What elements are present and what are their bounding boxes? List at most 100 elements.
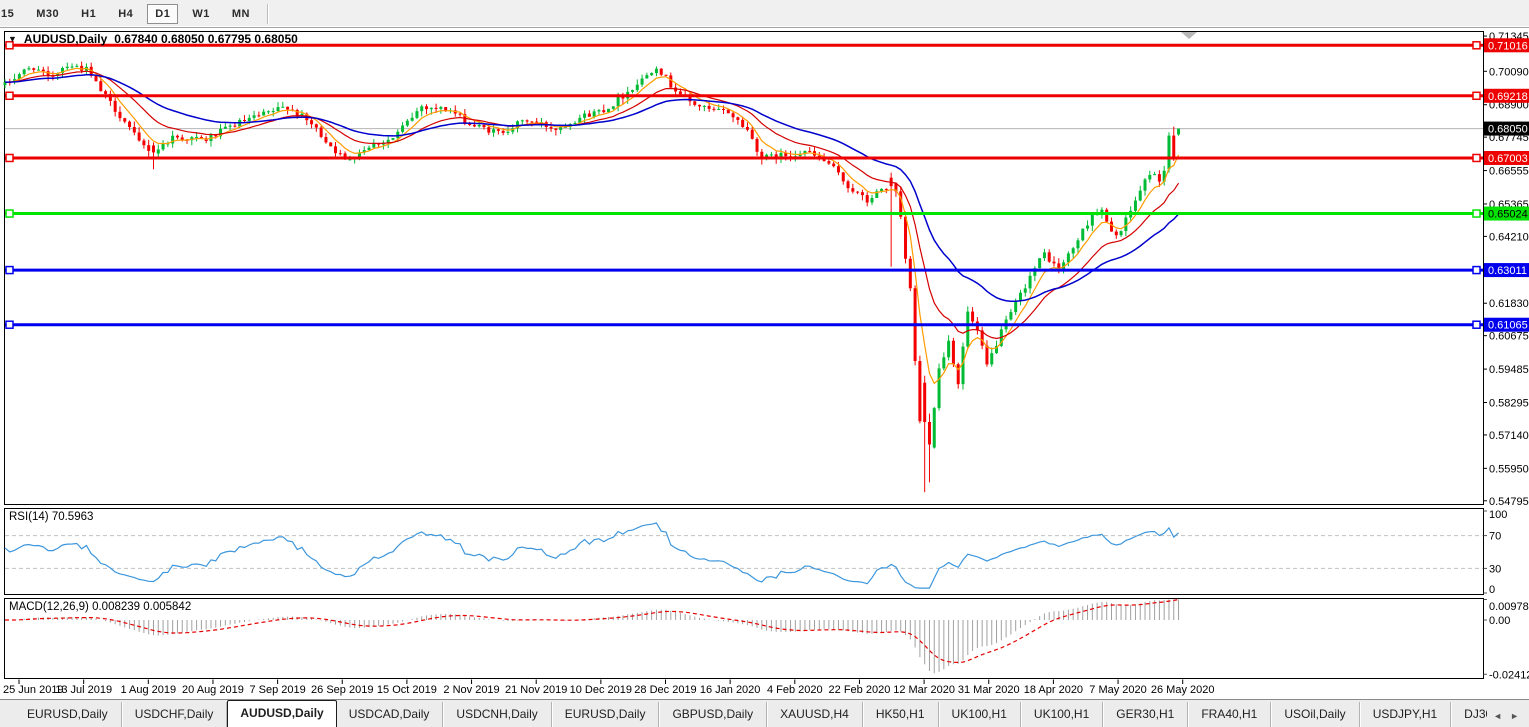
hline-handle[interactable] [1472,320,1481,329]
svg-text:7 May 2020: 7 May 2020 [1089,684,1146,696]
tab-usdcad-daily[interactable]: USDCAD,Daily [336,702,444,727]
hline-handle[interactable] [5,153,14,163]
timeframe-button-d1[interactable]: D1 [147,3,179,24]
svg-text:0.00: 0.00 [1489,615,1510,627]
svg-text:70: 70 [1489,531,1501,543]
tab-usoil-daily[interactable]: USOil,Daily [1271,702,1360,727]
hline-handle[interactable] [1472,41,1481,50]
chart-ohlc-values: 0.67840 0.68050 0.67795 0.68050 [114,32,298,46]
tab-ger30-h1[interactable]: GER30,H1 [1103,702,1189,727]
svg-text:2 Nov 2019: 2 Nov 2019 [443,684,499,696]
svg-text:22 Feb 2020: 22 Feb 2020 [829,684,891,696]
tab-audusd-daily[interactable]: AUDUSD,Daily [227,700,337,727]
tab-eurusd-daily[interactable]: EURUSD,Daily [14,702,122,727]
svg-text:12 Mar 2020: 12 Mar 2020 [893,684,955,696]
svg-text:20 Aug 2019: 20 Aug 2019 [182,684,244,696]
svg-text:0.64210: 0.64210 [1489,231,1529,243]
hline-handle[interactable] [5,209,14,218]
tab-usdchf-daily[interactable]: USDCHF,Daily [122,702,228,727]
hline-handle[interactable] [1472,265,1481,275]
rsi-pane: 100 70 30 0 [4,509,1507,596]
hline-handle[interactable] [1472,209,1481,218]
current-price-badge[interactable]: 0.68050 [1484,121,1529,136]
tab-hk50-h1[interactable]: HK50,H1 [863,702,939,727]
tab-uk100-h1[interactable]: UK100,H1 [1021,702,1104,727]
svg-text:7 Sep 2019: 7 Sep 2019 [249,684,305,696]
tab-gbpusd-daily[interactable]: GBPUSD,Daily [659,702,768,727]
timeframe-button-mn[interactable]: MN [231,7,250,20]
tab-uk100-h1[interactable]: UK100,H1 [939,702,1021,727]
svg-text:30: 30 [1489,563,1501,575]
timeframe-button-h1[interactable]: H1 [81,7,97,20]
autoscroll-marker-icon[interactable] [1181,32,1197,39]
timeframe-button-h4[interactable]: H4 [118,7,134,20]
tab-dj30-h1[interactable]: DJ30,H1 [1451,702,1487,727]
hline-handle[interactable] [5,320,14,329]
chart-dropdown-icon[interactable]: ▼ [8,34,17,44]
hline-handle[interactable] [5,265,14,275]
svg-text:0.59485: 0.59485 [1489,364,1529,376]
svg-text:0.68050: 0.68050 [1488,124,1528,136]
chart-symbol-label: AUDUSD,Daily [23,32,108,46]
svg-text:0.54795: 0.54795 [1489,496,1529,508]
tab-eurusd-daily[interactable]: EURUSD,Daily [552,702,660,727]
svg-text:13 Jul 2019: 13 Jul 2019 [55,684,112,696]
tab-usdjpy-h1[interactable]: USDJPY,H1 [1360,702,1452,727]
moving-average-medium [5,70,1180,340]
svg-text:0.55950: 0.55950 [1489,463,1529,475]
tab-fra40-h1[interactable]: FRA40,H1 [1188,702,1272,727]
timeframe-button-m30[interactable]: M30 [36,7,60,20]
svg-text:0.61830: 0.61830 [1489,298,1529,310]
svg-text:26 May 2020: 26 May 2020 [1151,684,1215,696]
price-badge-0.67003[interactable]: 0.67003 [1484,150,1529,165]
price-badge-0.71016[interactable]: 0.71016 [1484,38,1529,53]
svg-text:100: 100 [1489,509,1507,521]
svg-text:10 Dec 2019: 10 Dec 2019 [570,684,632,696]
rsi-line [4,522,1179,589]
price-badge-0.65024[interactable]: 0.65024 [1484,206,1529,221]
toolbar-timeframes: 15 M30 H1 H4 D1 W1 MN [0,0,261,27]
hline-handle[interactable] [1472,91,1481,101]
timeframe-toolbar: 15 M30 H1 H4 D1 W1 MN [0,0,1529,28]
chart-tab-bar: EURUSD,Daily USDCHF,Daily AUDUSD,Daily USDC… [0,699,1529,727]
tab-usdcnh-daily[interactable]: USDCNH,Daily [443,702,552,727]
svg-text:15 Oct 2019: 15 Oct 2019 [377,684,437,696]
svg-text:4 Feb 2020: 4 Feb 2020 [767,684,823,696]
hline-handle[interactable] [5,91,14,101]
price-badge-0.61065[interactable]: 0.61065 [1484,317,1529,332]
svg-text:1 Aug 2019: 1 Aug 2019 [120,684,176,696]
svg-text:25 Jun 2019: 25 Jun 2019 [3,684,64,696]
price-badge-0.69218[interactable]: 0.69218 [1484,88,1529,103]
svg-text:0.60675: 0.60675 [1489,331,1529,343]
svg-text:31 Mar 2020: 31 Mar 2020 [958,684,1020,696]
chart-title: ▼ AUDUSD,Daily 0.67840 0.68050 0.67795 0… [8,32,298,46]
tab-xauusd-h4[interactable]: XAUUSD,H4 [767,702,863,727]
price-badge-0.63011[interactable]: 0.63011 [1484,263,1529,278]
svg-text:0.71016: 0.71016 [1488,40,1528,52]
rsi-indicator-label: RSI(14) 70.5963 [9,511,94,523]
moving-average-slow [5,74,1180,303]
moving-average-fast [5,67,1180,385]
macd-signal-line [5,598,1179,664]
svg-text:0.57140: 0.57140 [1489,430,1529,442]
svg-text:0.63011: 0.63011 [1488,265,1527,277]
svg-text:0.65024: 0.65024 [1488,209,1528,221]
tab-bar-tabs: EURUSD,Daily USDCHF,Daily AUDUSD,Daily USDC… [0,700,1487,727]
timeframe-button-15[interactable]: 15 [1,7,15,20]
tab-scroll-right-icon[interactable]: ► [1510,711,1519,721]
svg-text:16 Jan 2020: 16 Jan 2020 [700,684,761,696]
svg-text:0.67003: 0.67003 [1488,153,1528,165]
timeframe-button-w1[interactable]: W1 [192,7,210,20]
hline-handle[interactable] [1472,153,1481,163]
macd-pane: 0.009781 0.00 -0.02412 [5,598,1529,681]
tab-scroll-controls: ◄ ► [1487,711,1529,727]
svg-text:21 Nov 2019: 21 Nov 2019 [505,684,567,696]
tab-scroll-left-icon[interactable]: ◄ [1493,711,1503,721]
pane-borders [4,31,1484,679]
svg-text:0.69218: 0.69218 [1488,91,1528,103]
toolbar-separator [266,3,269,24]
hline-handle[interactable] [5,41,14,50]
